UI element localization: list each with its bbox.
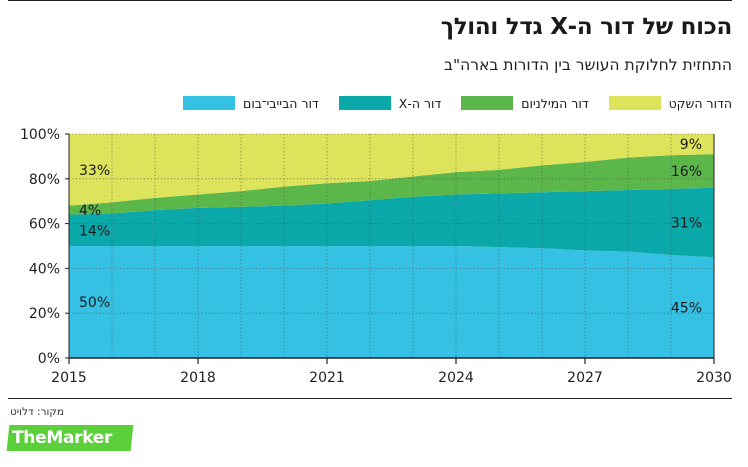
area-series-1 [69, 187, 714, 258]
value-label-3: 50% [79, 295, 110, 311]
value-label-4: 9% [680, 137, 702, 153]
area-series-0 [69, 246, 714, 358]
bottom-rule [8, 398, 732, 399]
logo-text: TheMarker [12, 428, 113, 448]
legend-item-genx: דור ה-X [338, 93, 442, 113]
legend-swatch-silent [608, 96, 661, 110]
x-tick-label-0: 2015 [51, 370, 87, 386]
legend: הדור השקט דור המילניום דור ה-X דור הבייב… [132, 93, 732, 113]
y-tick-label-0: 0% [38, 351, 60, 367]
y-tick-label-5: 100% [20, 127, 60, 143]
x-tick-label-2: 2021 [309, 370, 345, 386]
legend-label-silent: הדור השקט [668, 95, 732, 111]
themarker-logo: TheMarker [6, 425, 134, 451]
y-tick-label-4: 80% [29, 172, 60, 188]
legend-label-boomers: דור הבייבי־בום [243, 95, 319, 111]
legend-item-boomers: דור הבייבי־בום [183, 93, 319, 113]
chart-title: הכוח של דור ה-X גדל והולך [440, 14, 733, 40]
legend-item-silent: הדור השקט [608, 93, 732, 113]
value-label-0: 33% [79, 163, 110, 179]
y-tick-label-2: 40% [29, 261, 60, 277]
y-tick-label-1: 20% [29, 306, 60, 322]
value-label-6: 31% [671, 215, 702, 231]
legend-label-millennials: דור המילניום [521, 95, 589, 111]
area-series-2 [69, 154, 714, 215]
area-series-3 [69, 134, 714, 206]
value-label-7: 45% [671, 301, 702, 317]
y-tick-label-3: 60% [29, 217, 60, 233]
legend-label-genx: דור ה-X [398, 95, 442, 111]
legend-swatch-millennials [461, 96, 514, 110]
x-tick-label-4: 2027 [567, 370, 603, 386]
value-label-5: 16% [671, 164, 702, 180]
x-tick-label-5: 2030 [696, 370, 732, 386]
value-label-2: 14% [79, 223, 110, 239]
value-label-1: 4% [79, 203, 101, 219]
source-note: מקור: דלויט [10, 406, 64, 418]
legend-swatch-boomers [183, 96, 236, 110]
x-tick-label-1: 2018 [180, 370, 216, 386]
legend-swatch-genx [338, 96, 391, 110]
top-rule [8, 0, 732, 1]
legend-item-millennials: דור המילניום [461, 93, 589, 113]
stacked-area-chart: 0% 20% 40% 60% 80% 100% 2015 2018 2021 2024 2027 20… [20, 127, 732, 386]
x-tick-label-3: 2024 [438, 370, 474, 386]
chart-subtitle: התחזית לחלוקת העושר בין הדורות בארה"ב [444, 56, 732, 74]
